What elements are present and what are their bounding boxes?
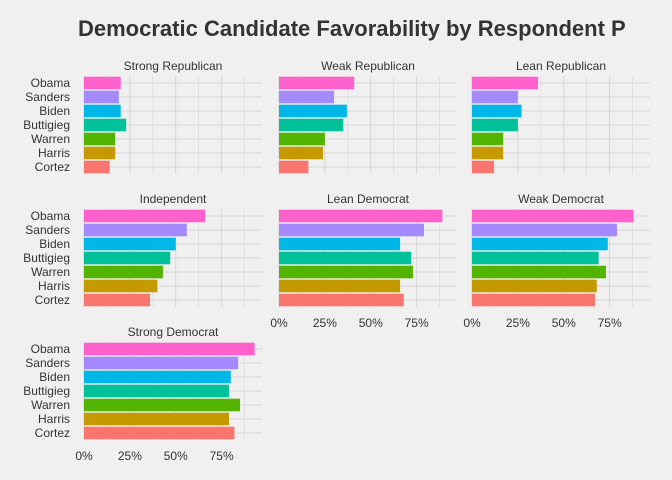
bar-warren[interactable] — [279, 266, 413, 279]
x-tick-label: 50% — [552, 316, 576, 330]
bar-harris[interactable] — [84, 413, 229, 426]
x-tick-label: 25% — [506, 316, 530, 330]
facet-panel: Independent ObamaSandersBidenButtigiegWar… — [23, 192, 262, 307]
x-tick-label: 25% — [118, 449, 142, 463]
bar-sanders[interactable] — [472, 224, 617, 237]
facet-panel: Strong Democrat ObamaSandersBidenButtigie… — [23, 325, 262, 463]
bar-buttigieg[interactable] — [84, 252, 170, 265]
bar-cortez[interactable] — [472, 294, 595, 307]
x-tick-label: 25% — [313, 316, 337, 330]
x-tick-label: 75% — [598, 316, 622, 330]
facet-label: Lean Republican — [516, 59, 606, 73]
bar-obama[interactable] — [472, 210, 633, 223]
category-label: Sanders — [25, 90, 70, 104]
bar-warren[interactable] — [472, 133, 503, 146]
category-label: Cortez — [35, 160, 70, 174]
bar-buttigieg[interactable] — [84, 119, 126, 132]
bar-sanders[interactable] — [472, 91, 518, 104]
category-label: Obama — [31, 342, 71, 356]
bar-obama[interactable] — [279, 210, 442, 223]
bar-sanders[interactable] — [279, 91, 334, 104]
bar-buttigieg[interactable] — [472, 119, 518, 132]
bar-sanders[interactable] — [84, 357, 238, 370]
bar-cortez[interactable] — [84, 427, 234, 440]
bar-cortez[interactable] — [84, 161, 110, 174]
facet-panel: Weak Republican — [279, 59, 457, 174]
bar-cortez[interactable] — [472, 161, 494, 174]
facet-panel: Lean Republican — [472, 59, 650, 174]
category-label: Harris — [38, 146, 70, 160]
x-tick-label: 50% — [359, 316, 383, 330]
bar-harris[interactable] — [84, 280, 157, 293]
bar-warren[interactable] — [472, 266, 606, 279]
facet-panel: Strong Republican ObamaSandersBidenButtig… — [23, 59, 262, 174]
bar-obama[interactable] — [279, 77, 354, 90]
bar-biden[interactable] — [472, 238, 608, 251]
category-label: Cortez — [35, 293, 70, 307]
category-label: Obama — [31, 76, 71, 90]
x-tick-label: 0% — [75, 449, 93, 463]
category-label: Biden — [39, 104, 70, 118]
bar-sanders[interactable] — [84, 91, 119, 104]
bar-biden[interactable] — [84, 371, 231, 384]
category-label: Buttigieg — [23, 384, 70, 398]
facet-label: Lean Democrat — [327, 192, 410, 206]
facet-label: Weak Democrat — [518, 192, 604, 206]
bar-harris[interactable] — [84, 147, 115, 160]
bar-biden[interactable] — [84, 238, 176, 251]
bar-buttigieg[interactable] — [472, 252, 599, 265]
bar-obama[interactable] — [472, 77, 538, 90]
bar-warren[interactable] — [84, 399, 240, 412]
bar-warren[interactable] — [84, 133, 115, 146]
bar-cortez[interactable] — [84, 294, 150, 307]
category-label: Biden — [39, 237, 70, 251]
bar-harris[interactable] — [472, 280, 597, 293]
category-label: Obama — [31, 209, 71, 223]
bar-harris[interactable] — [472, 147, 503, 160]
category-label: Warren — [31, 132, 70, 146]
facet-label: Weak Republican — [321, 59, 415, 73]
category-label: Sanders — [25, 223, 70, 237]
bar-cortez[interactable] — [279, 161, 308, 174]
category-label: Buttigieg — [23, 118, 70, 132]
bar-warren[interactable] — [84, 266, 163, 279]
x-tick-label: 0% — [270, 316, 288, 330]
bar-cortez[interactable] — [279, 294, 404, 307]
bar-harris[interactable] — [279, 147, 323, 160]
bar-sanders[interactable] — [84, 224, 187, 237]
category-label: Warren — [31, 398, 70, 412]
category-label: Sanders — [25, 356, 70, 370]
bar-buttigieg[interactable] — [279, 252, 411, 265]
bar-biden[interactable] — [279, 238, 400, 251]
bar-obama[interactable] — [84, 77, 121, 90]
bar-biden[interactable] — [84, 105, 121, 118]
category-label: Buttigieg — [23, 251, 70, 265]
x-tick-label: 75% — [210, 449, 234, 463]
bar-biden[interactable] — [279, 105, 347, 118]
bar-buttigieg[interactable] — [84, 385, 229, 398]
category-label: Harris — [38, 412, 70, 426]
bar-obama[interactable] — [84, 210, 205, 223]
bar-harris[interactable] — [279, 280, 400, 293]
category-label: Cortez — [35, 426, 70, 440]
facet-panel: Lean Democrat 0% 25% 50% 75% — [270, 192, 457, 330]
bar-sanders[interactable] — [279, 224, 424, 237]
facet-label: Independent — [140, 192, 207, 206]
x-tick-label: 75% — [405, 316, 429, 330]
x-tick-label: 50% — [164, 449, 188, 463]
bar-warren[interactable] — [279, 133, 325, 146]
facet-label: Strong Democrat — [128, 325, 219, 339]
bar-buttigieg[interactable] — [279, 119, 343, 132]
bar-biden[interactable] — [472, 105, 522, 118]
category-label: Biden — [39, 370, 70, 384]
category-label: Warren — [31, 265, 70, 279]
facet-label: Strong Republican — [124, 59, 223, 73]
category-label: Harris — [38, 279, 70, 293]
facet-panel: Weak Democrat 0% 25% 50% 75% — [463, 192, 650, 330]
x-tick-label: 0% — [463, 316, 481, 330]
bar-obama[interactable] — [84, 343, 255, 356]
